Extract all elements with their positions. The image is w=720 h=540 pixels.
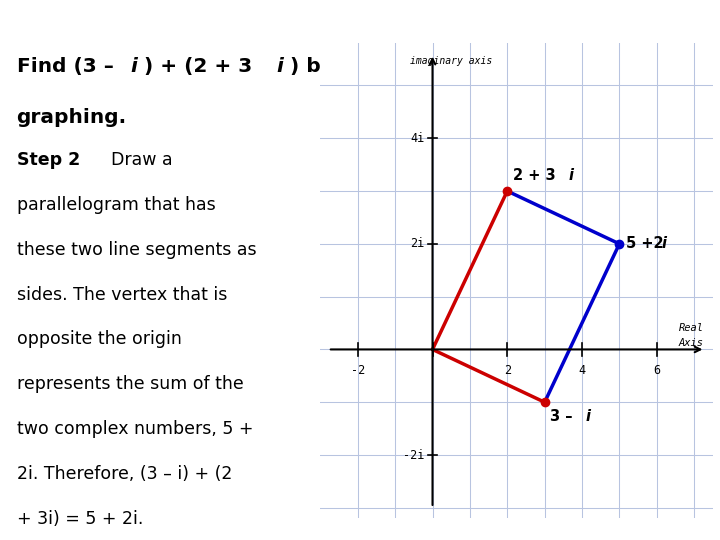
Text: represents the sum of the: represents the sum of the	[17, 375, 243, 393]
Text: sides. The vertex that is: sides. The vertex that is	[17, 286, 227, 303]
Text: Draw a: Draw a	[111, 151, 173, 169]
Text: these two line segments as: these two line segments as	[17, 241, 256, 259]
Text: 2: 2	[504, 364, 510, 377]
Text: parallelogram that has: parallelogram that has	[17, 196, 215, 214]
Text: 2i. Therefore, (3 – i) + (2: 2i. Therefore, (3 – i) + (2	[17, 465, 232, 483]
Text: 2 + 3: 2 + 3	[513, 168, 556, 183]
Text: ) + (2 + 3: ) + (2 + 3	[144, 57, 252, 76]
Text: Find (3 –: Find (3 –	[17, 57, 120, 76]
Text: i: i	[131, 57, 138, 76]
Text: 3 –: 3 –	[550, 409, 572, 423]
Text: graphing.: graphing.	[17, 108, 127, 127]
Text: 6: 6	[653, 364, 660, 377]
Text: 4: 4	[578, 364, 585, 377]
Text: 2i: 2i	[410, 238, 424, 251]
Text: -2: -2	[351, 364, 365, 377]
Text: opposite the origin: opposite the origin	[17, 330, 181, 348]
Text: + 3i) = 5 + 2i.: + 3i) = 5 + 2i.	[17, 510, 143, 528]
Text: i: i	[568, 168, 573, 183]
Text: Axis: Axis	[678, 339, 703, 348]
Text: i: i	[662, 237, 667, 251]
Text: Step 2: Step 2	[17, 151, 80, 169]
Text: Real: Real	[678, 322, 703, 333]
Text: two complex numbers, 5 +: two complex numbers, 5 +	[17, 420, 253, 438]
Text: 5 +2: 5 +2	[626, 237, 664, 251]
Text: i: i	[276, 57, 284, 76]
Text: imaginary axis: imaginary axis	[410, 56, 492, 66]
Text: 4i: 4i	[410, 132, 424, 145]
Text: i: i	[586, 409, 590, 423]
Text: -2i: -2i	[403, 449, 424, 462]
Text: ) by: ) by	[289, 57, 333, 76]
